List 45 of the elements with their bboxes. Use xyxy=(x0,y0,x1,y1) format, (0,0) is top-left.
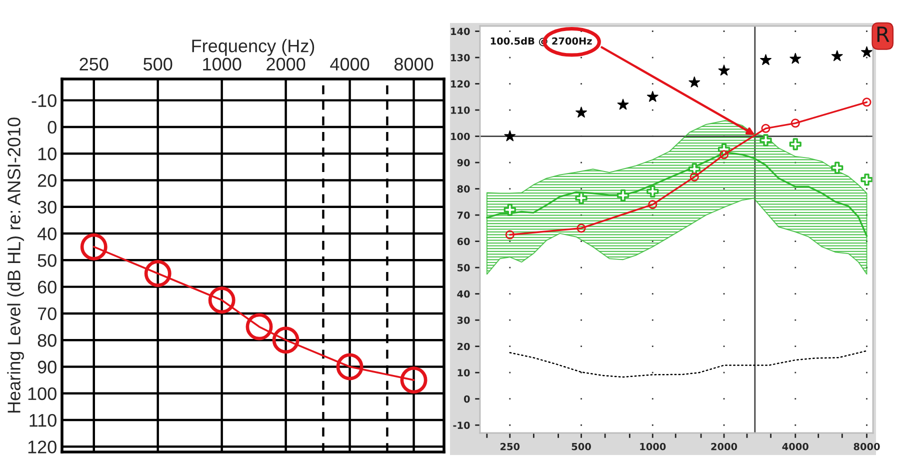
y-tick-label: 80 xyxy=(38,334,56,347)
y-tick-label: 10 xyxy=(458,369,470,376)
y-tick-label: 20 xyxy=(458,342,470,350)
x-tick-label: 4000 xyxy=(782,442,808,450)
x-tick-label: 1000 xyxy=(203,58,242,71)
y-tick-label: 130 xyxy=(451,54,470,62)
x-tick-label: 8000 xyxy=(394,58,434,71)
y-tick-label: 10 xyxy=(38,148,56,160)
y-tick-label: 110 xyxy=(30,414,56,427)
y-tick-label: -10 xyxy=(453,422,470,429)
y-tick-label: 100 xyxy=(28,387,56,400)
x-tick-label: 2000 xyxy=(266,58,306,71)
y-tick-label: 40 xyxy=(37,227,56,240)
y-tick-label: 120 xyxy=(451,80,470,88)
text: R xyxy=(877,26,890,42)
x-tick-label: 250 xyxy=(500,442,520,450)
y-tick-label: 120 xyxy=(28,440,56,454)
y-tick-label: 80 xyxy=(457,185,470,193)
x-tick-label: 4000 xyxy=(330,58,370,71)
y-tick-label: -10 xyxy=(32,94,56,108)
y-tick-label: 30 xyxy=(457,316,470,324)
y-tick-label: 110 xyxy=(451,106,470,114)
y-tick-label: 40 xyxy=(457,290,470,298)
x-tick-label: 2000 xyxy=(711,442,738,450)
y-tick-label: 60 xyxy=(457,238,470,246)
x-tick-label: 500 xyxy=(572,442,591,450)
x-tick-label: 1000 xyxy=(640,442,666,450)
x-tick-label: 500 xyxy=(144,58,172,71)
x-tick-label: 8000 xyxy=(854,442,880,450)
y-tick-label: 140 xyxy=(451,28,470,36)
y-tick-label: 70 xyxy=(457,212,470,219)
y-tick-label: 0 xyxy=(464,395,470,403)
y-tick-label: 100 xyxy=(451,132,470,140)
y-tick-label: 20 xyxy=(38,174,56,187)
y-tick-label: 90 xyxy=(457,159,470,166)
y-tick-label: 50 xyxy=(458,264,470,272)
y-axis-title: Hearing Level (dB HL) re: ANSI-2010 xyxy=(7,118,24,413)
y-tick-label: 0 xyxy=(48,120,56,134)
y-tick-label: 90 xyxy=(38,360,56,374)
y-tick-label: 70 xyxy=(38,307,56,320)
y-tick-label: 60 xyxy=(38,280,56,294)
x-axis-title: Frequency (Hz) xyxy=(192,39,314,56)
x-tick-label: 250 xyxy=(80,58,108,71)
y-tick-label: 50 xyxy=(38,254,56,267)
y-tick-label: 30 xyxy=(38,200,56,214)
